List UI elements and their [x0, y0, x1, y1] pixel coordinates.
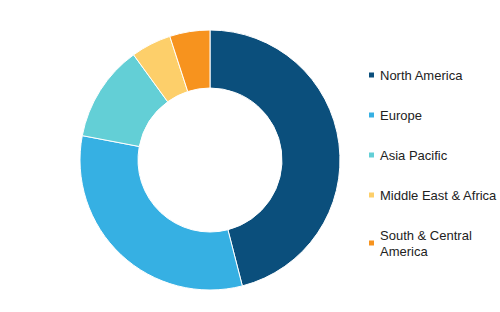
svg-text:America: America	[380, 244, 428, 259]
svg-text:Asia Pacific: Asia Pacific	[380, 148, 448, 163]
svg-text:Europe: Europe	[380, 108, 422, 123]
svg-text:South & Central: South & Central	[380, 228, 475, 243]
svg-text:North America: North America	[380, 68, 463, 83]
svg-text:Middle East & Africa: Middle East & Africa	[380, 188, 497, 203]
